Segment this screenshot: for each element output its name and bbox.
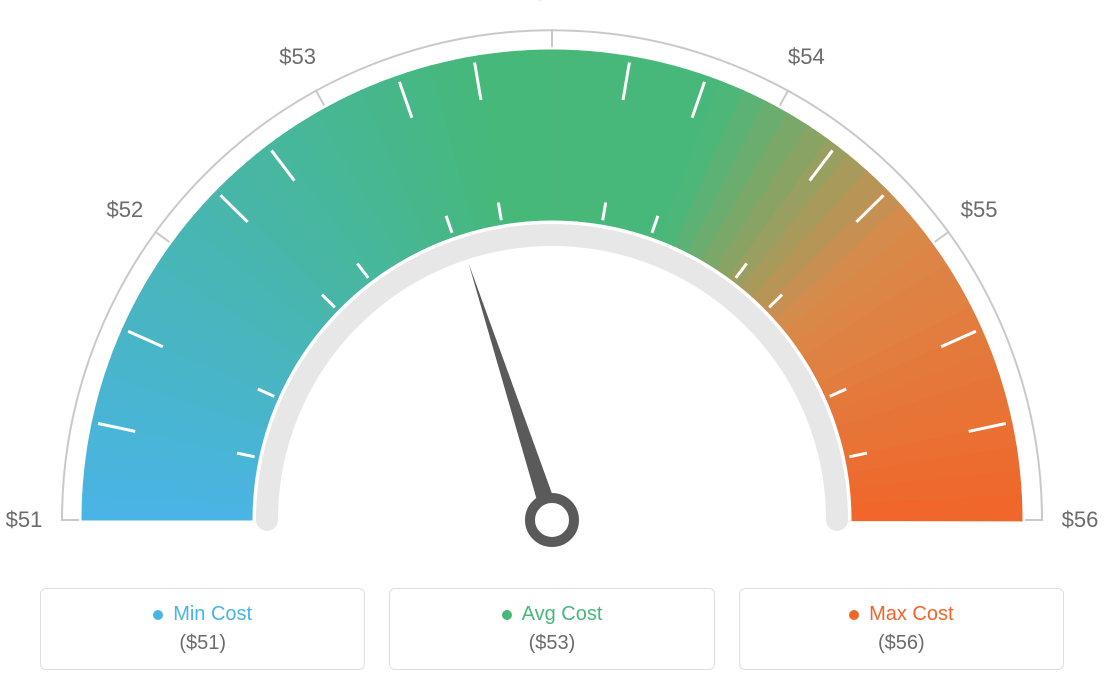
legend-title-row: Avg Cost [502,603,603,626]
gauge-tick-label: $53 [534,0,571,5]
gauge-tick-label: $54 [788,44,825,70]
gauge-tick-label: $53 [279,44,316,70]
legend-value: ($56) [748,632,1055,655]
legend-label: Min Cost [173,603,252,626]
legend-title-row: Min Cost [153,603,252,626]
gauge-tick-label: $55 [961,197,998,223]
gauge-tick-label: $56 [1062,507,1099,533]
legend-value: ($51) [49,632,356,655]
gauge-tick-label: $51 [6,507,43,533]
legend-card: Max Cost ($56) [739,588,1064,670]
legend-label: Avg Cost [522,603,603,626]
legend-dot-icon [502,610,512,620]
legend-title-row: Max Cost [849,603,953,626]
legend-card: Avg Cost ($53) [389,588,714,670]
legend-dot-icon [153,610,163,620]
legend-label: Max Cost [869,603,953,626]
gauge-chart: $51 $52 $53 $53 $54 $55 $56 [0,0,1104,560]
gauge-tick-label: $52 [106,197,143,223]
legend-card: Min Cost ($51) [40,588,365,670]
legend-value: ($53) [398,632,705,655]
gauge-svg [0,0,1104,560]
legend-dot-icon [849,610,859,620]
legend-row: Min Cost ($51) Avg Cost ($53) Max Cost ($56) [0,588,1104,670]
